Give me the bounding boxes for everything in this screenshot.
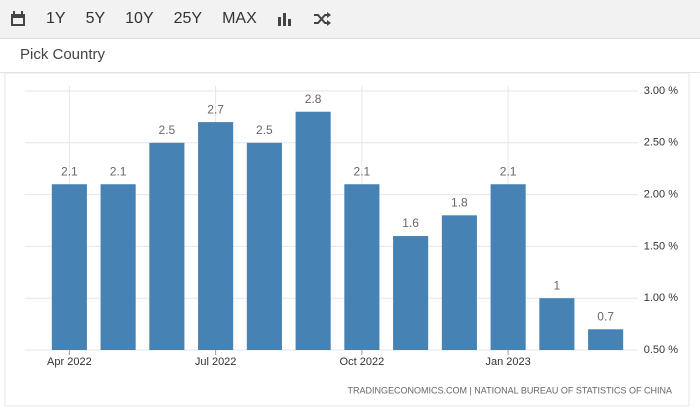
country-picker[interactable]: Pick Country [20, 46, 106, 63]
x-tick-label: Jul 2022 [195, 356, 237, 368]
data-label: 1.8 [451, 195, 468, 209]
range-button[interactable]: 5Y [85, 10, 106, 27]
data-label: 2.1 [354, 164, 371, 178]
data-label: 0.7 [597, 309, 614, 323]
bar [295, 111, 331, 350]
range-button[interactable]: 1Y [46, 10, 66, 27]
bar [246, 142, 282, 350]
chart-frame [4, 73, 690, 407]
data-label: 2.5 [256, 123, 273, 137]
bar [51, 184, 87, 350]
range-button[interactable]: MAX [222, 10, 257, 27]
y-tick-label: 2.00 % [644, 189, 678, 201]
bar [441, 215, 477, 350]
data-label: 2.1 [110, 164, 127, 178]
data-label: 2.8 [305, 92, 322, 106]
bar [100, 184, 136, 350]
y-tick-label: 0.50 % [644, 344, 678, 356]
chart: TRADINGECONOMICS.COM | NATIONAL BUREAU O… [4, 73, 690, 407]
toolbar: 1Y 5Y 10Y 25Y MAX [0, 0, 700, 39]
bar [490, 184, 526, 350]
data-label: 2.1 [61, 164, 78, 178]
data-label: 1.6 [402, 216, 419, 230]
bar [539, 298, 575, 350]
calendar-icon[interactable] [10, 11, 26, 27]
x-tick-label: Apr 2022 [47, 356, 92, 368]
bar [393, 236, 429, 350]
y-tick-label: 1.50 % [644, 240, 678, 252]
bar [588, 329, 624, 350]
range-button[interactable]: 10Y [125, 10, 154, 27]
bar-chart-icon[interactable] [277, 11, 293, 27]
y-tick-label: 1.00 % [644, 292, 678, 304]
data-label: 1 [554, 278, 561, 292]
bar [198, 122, 234, 350]
source: TRADINGECONOMICS.COM | NATIONAL BUREAU O… [347, 385, 672, 395]
data-label: 2.1 [500, 164, 517, 178]
y-tick-label: 2.50 % [644, 137, 678, 149]
shuffle-icon[interactable] [313, 11, 331, 27]
x-tick-label: Oct 2022 [340, 356, 385, 368]
data-label: 2.7 [207, 102, 224, 116]
data-label: 2.5 [159, 123, 176, 137]
x-tick-label: Jan 2023 [485, 356, 530, 368]
bar [149, 142, 185, 350]
y-tick-label: 3.00 % [644, 85, 678, 97]
bar [344, 184, 380, 350]
range-button[interactable]: 25Y [173, 10, 203, 27]
